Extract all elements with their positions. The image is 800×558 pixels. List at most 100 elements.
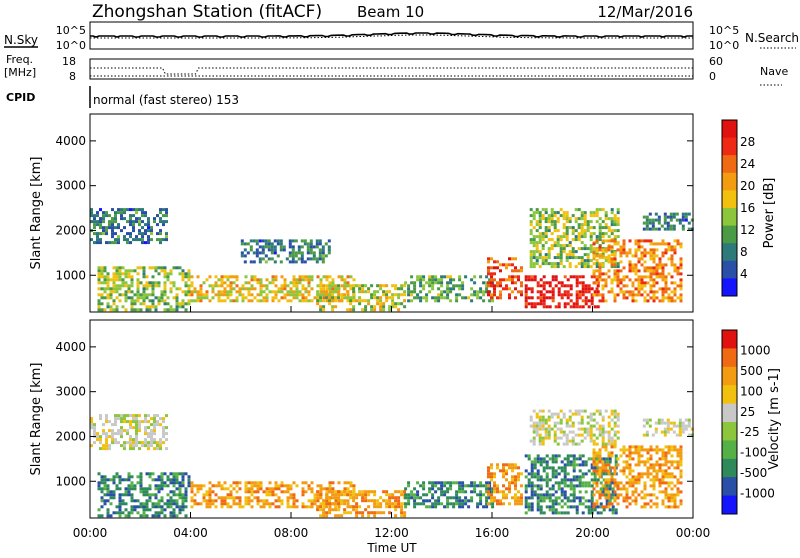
velocity-cell <box>487 490 490 494</box>
velocity-cell <box>634 475 638 479</box>
power-cell <box>136 287 140 291</box>
power-cell <box>325 290 329 294</box>
velocity-cell <box>226 493 230 497</box>
power-cell <box>403 299 407 303</box>
velocity-cell <box>220 487 224 491</box>
velocity-cell <box>358 505 362 509</box>
power-cell <box>607 269 611 273</box>
power-cell <box>536 296 540 300</box>
power-cell <box>136 296 140 300</box>
power-cell <box>610 211 614 215</box>
power-cell <box>524 305 528 309</box>
power-cell <box>274 278 278 282</box>
power-cell <box>147 217 150 221</box>
power-cell <box>559 238 563 242</box>
power-cell <box>147 226 150 230</box>
power-cell <box>105 211 108 215</box>
power-cell <box>142 293 146 297</box>
power-cell <box>637 293 641 297</box>
velocity-cell <box>343 481 347 485</box>
power-cell <box>667 293 671 297</box>
velocity-cell <box>622 448 626 452</box>
power-cell <box>109 293 113 297</box>
power-cell <box>610 250 614 254</box>
power-cell <box>141 211 144 215</box>
power-cell <box>255 251 259 255</box>
velocity-cell <box>610 502 614 506</box>
velocity-cell <box>539 484 543 488</box>
velocity-cell <box>422 502 426 506</box>
power-cell <box>535 250 539 254</box>
velocity-cell <box>637 457 641 461</box>
power-cell <box>581 290 585 294</box>
power-cell <box>283 281 287 285</box>
power-cell <box>247 299 251 303</box>
power-cell <box>589 235 593 239</box>
power-cell <box>139 293 143 297</box>
power-cell <box>613 293 617 297</box>
velocity-cell <box>328 484 332 488</box>
velocity-cell <box>461 502 465 506</box>
velocity-cell <box>175 478 179 482</box>
power-cell <box>578 290 582 294</box>
power-cell <box>298 278 302 282</box>
power-cell <box>578 281 582 285</box>
power-cell <box>364 308 368 312</box>
power-cell <box>587 305 591 309</box>
power-cell <box>610 245 614 249</box>
power-cell <box>327 245 331 249</box>
power-cell <box>175 305 179 309</box>
power-cell <box>343 293 347 297</box>
velocity-cell <box>502 472 505 476</box>
power-cell <box>250 287 254 291</box>
power-cell <box>604 281 608 285</box>
power-cell <box>379 305 383 309</box>
power-cell <box>493 272 496 276</box>
velocity-cell <box>178 481 182 485</box>
power-cell <box>532 217 536 221</box>
velocity-cell <box>545 472 549 476</box>
power-cell <box>196 296 200 300</box>
velocity-cell <box>560 493 564 497</box>
velocity-cell <box>105 414 108 418</box>
power-cell <box>271 281 275 285</box>
power-cell <box>419 281 423 285</box>
power-cell <box>679 272 683 276</box>
power-cell <box>616 278 620 282</box>
velocity-cell <box>614 454 618 458</box>
power-cell <box>524 278 528 282</box>
velocity-cell <box>340 502 344 506</box>
power-cell <box>258 239 262 243</box>
power-cell <box>556 220 560 224</box>
power-cell <box>138 208 141 212</box>
power-cell <box>539 299 543 303</box>
power-cell <box>138 223 141 227</box>
velocity-cell <box>337 508 341 512</box>
velocity-cell <box>162 426 165 430</box>
velocity-cell <box>545 463 549 467</box>
power-cell <box>652 260 656 264</box>
velocity-cell <box>551 487 555 491</box>
power-cell <box>163 281 167 285</box>
velocity-cell <box>575 475 579 479</box>
velocity-cell <box>616 463 620 467</box>
velocity-colorbar-segment <box>722 422 737 441</box>
velocity-cell <box>259 484 263 488</box>
velocity-cell <box>607 502 611 506</box>
power-cell <box>634 242 638 246</box>
power-cell <box>243 254 247 258</box>
power-cell <box>434 278 438 282</box>
velocity-cell <box>262 490 266 494</box>
power-cell <box>676 266 680 270</box>
velocity-cell <box>542 457 546 461</box>
power-cell <box>301 287 305 291</box>
velocity-cell <box>569 493 573 497</box>
power-cell <box>334 287 338 291</box>
power-cell <box>598 256 602 260</box>
power-cell <box>100 281 104 285</box>
velocity-cell <box>572 463 576 467</box>
power-cell <box>565 259 569 263</box>
velocity-cell <box>108 429 111 433</box>
velocity-cell <box>646 472 650 476</box>
power-cell <box>679 263 683 267</box>
